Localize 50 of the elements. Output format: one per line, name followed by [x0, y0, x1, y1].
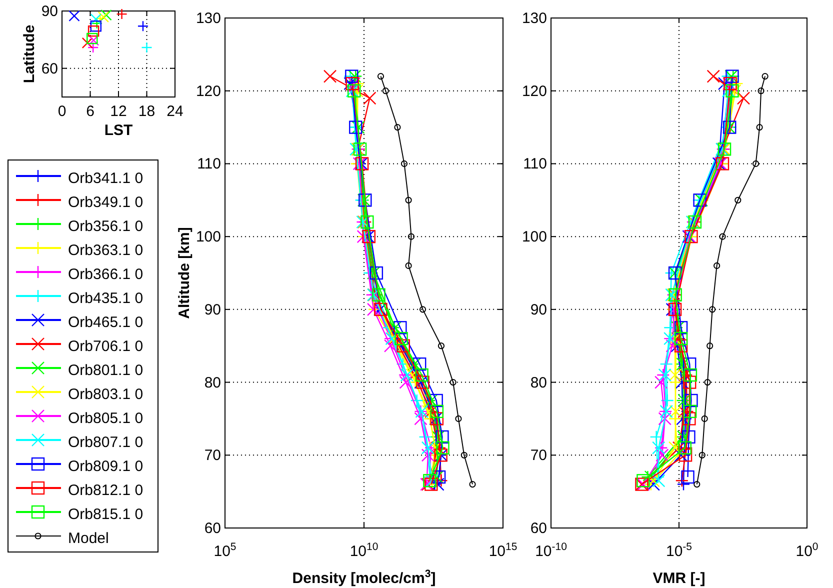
legend-label: Orb349.1 0 [68, 194, 144, 211]
y-tick-label: 120 [522, 82, 547, 100]
legend-label: Orb815.1 0 [68, 506, 144, 523]
x-tick-label: 10$^{5}$ [214, 541, 236, 560]
legend-label: Orb363.1 0 [68, 242, 144, 259]
x-axis-title: VMR [-] [652, 570, 706, 587]
y-tick-label: 90 [41, 3, 58, 20]
legend-label: Orb809.1 0 [68, 458, 144, 475]
legend-label: Orb801.1 0 [68, 362, 144, 379]
legend-label: Orb706.1 0 [68, 338, 144, 355]
x-tick-label: 0 [58, 103, 66, 120]
y-tick-label: 60 [204, 520, 221, 537]
x-tick-label: 10$^{-10}$ [535, 541, 568, 560]
x-tick-label: 18 [138, 103, 156, 120]
x-tick-label: 10$^{-5}$ [666, 541, 692, 560]
x-tick-label: 6 [86, 103, 94, 120]
y-tick-label: 90 [530, 301, 547, 318]
y-axis-title: Altitude [km] [176, 227, 193, 319]
x-tick-label: 12 [110, 103, 127, 120]
x-tick-label: 10$^{0}$ [796, 541, 818, 560]
y-tick-label: 120 [196, 82, 221, 100]
y-tick-label: 100 [196, 228, 221, 246]
y-tick-label: 100 [522, 228, 547, 246]
y-tick-label: 80 [530, 374, 547, 392]
x-tick-label: 10$^{10}$ [350, 541, 378, 560]
legend-label: Orb435.1 0 [68, 290, 144, 307]
x-tick-label: 10$^{15}$ [488, 541, 518, 560]
y-tick-label: 130 [196, 10, 221, 27]
legend-label: Orb465.1 0 [68, 314, 144, 331]
legend-label: Orb803.1 0 [68, 386, 144, 403]
y-tick-label: 70 [530, 447, 547, 464]
y-tick-label: 110 [197, 156, 221, 173]
legend-label: Model [68, 530, 109, 547]
legend-label: Orb805.1 0 [68, 410, 144, 427]
legend-label: Orb812.1 0 [68, 482, 144, 499]
y-tick-label: 60 [530, 520, 547, 537]
x-axis-title: Density [molec/cm$^{3}$] [292, 568, 436, 587]
legend-label: Orb356.1 0 [68, 218, 144, 235]
y-tick-label: 90 [204, 301, 221, 318]
y-tick-label: 60 [41, 60, 58, 78]
y-axis-title: Latitude [21, 24, 38, 84]
x-tick-label: 24 [166, 103, 184, 120]
y-tick-label: 130 [522, 10, 547, 27]
y-tick-label: 70 [204, 447, 221, 464]
legend-label: Orb341.1 0 [68, 170, 144, 187]
legend-label: Orb807.1 0 [68, 434, 144, 451]
y-tick-label: 80 [204, 374, 221, 392]
y-tick-label: 110 [523, 156, 547, 173]
legend-label: Orb366.1 0 [68, 266, 144, 283]
x-axis-title: LST [104, 122, 133, 139]
